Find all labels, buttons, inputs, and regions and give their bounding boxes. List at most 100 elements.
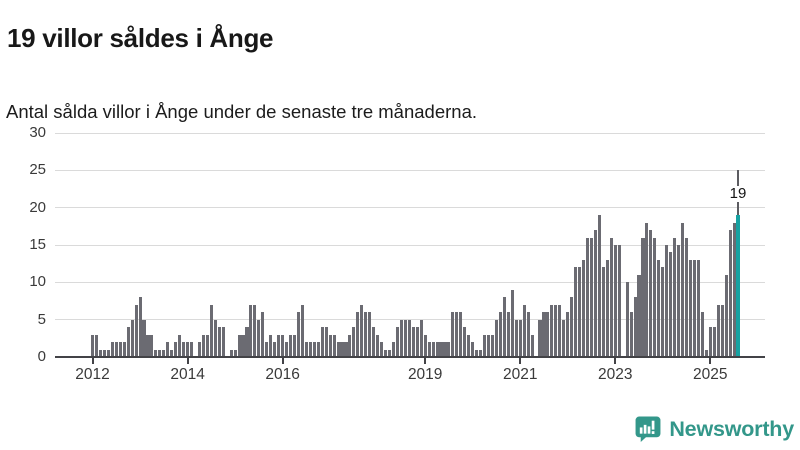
bar xyxy=(114,342,118,357)
bar xyxy=(708,327,712,357)
gridline xyxy=(55,244,765,246)
bar xyxy=(395,327,399,357)
y-axis-tick-label: 25 xyxy=(29,161,46,179)
bar xyxy=(399,319,403,357)
bar xyxy=(158,349,162,357)
bar xyxy=(277,334,281,357)
bar xyxy=(328,334,332,357)
bar xyxy=(657,259,661,357)
bar xyxy=(530,334,534,357)
bar xyxy=(360,304,364,357)
bar xyxy=(677,245,681,357)
bar xyxy=(269,334,273,357)
bar xyxy=(522,304,526,357)
bar xyxy=(431,342,435,357)
bar xyxy=(122,342,126,357)
bar xyxy=(174,342,178,357)
bar xyxy=(364,312,368,357)
bar xyxy=(605,259,609,357)
bar xyxy=(110,342,114,357)
bar xyxy=(106,349,110,357)
bar xyxy=(391,342,396,357)
bar xyxy=(546,312,550,357)
bar xyxy=(162,349,166,357)
bar xyxy=(118,342,122,357)
bar xyxy=(641,237,645,357)
bar xyxy=(289,334,293,357)
x-axis-tick xyxy=(281,358,284,364)
bar xyxy=(483,334,487,357)
bar xyxy=(217,327,221,357)
bar xyxy=(538,319,542,357)
bar xyxy=(411,327,415,357)
bar xyxy=(324,327,328,357)
highlight-value-label: 19 xyxy=(728,185,748,203)
bar xyxy=(407,319,411,357)
bar xyxy=(134,304,138,357)
x-axis-tick-label: 2023 xyxy=(598,366,633,383)
bar xyxy=(384,349,388,357)
bar xyxy=(692,259,696,357)
bar xyxy=(419,319,423,357)
bar xyxy=(609,237,613,357)
bar xyxy=(494,319,498,357)
bar xyxy=(340,342,344,357)
bar xyxy=(221,327,225,357)
bar xyxy=(98,349,102,357)
bar xyxy=(629,312,633,357)
bar xyxy=(554,304,558,357)
bar xyxy=(241,334,245,357)
bar xyxy=(490,334,495,357)
bar xyxy=(558,304,562,357)
bar xyxy=(562,319,566,357)
x-axis-tick xyxy=(424,358,427,364)
bar xyxy=(463,327,467,357)
bar xyxy=(566,312,570,357)
x-axis-tick-label: 2025 xyxy=(693,366,728,383)
bar xyxy=(467,334,471,357)
bar xyxy=(170,349,174,357)
bar xyxy=(732,222,736,357)
y-axis-tick-label: 20 xyxy=(29,198,46,216)
bar xyxy=(502,297,506,357)
bar xyxy=(186,342,190,357)
bar xyxy=(233,349,237,357)
bar xyxy=(201,334,205,357)
bar xyxy=(451,312,455,357)
newsworthy-logo-text: Newsworthy xyxy=(669,416,794,441)
bar xyxy=(574,267,578,357)
bar xyxy=(292,334,297,357)
bar xyxy=(498,312,502,357)
bar xyxy=(582,259,586,357)
bar xyxy=(138,297,142,357)
y-axis-tick-label: 30 xyxy=(29,124,46,141)
gridline xyxy=(55,281,765,283)
bar xyxy=(427,342,431,357)
bar xyxy=(617,245,621,357)
bar xyxy=(281,334,285,357)
bar xyxy=(150,334,154,357)
newsworthy-logo[interactable]: Newsworthy xyxy=(634,415,794,443)
bar xyxy=(471,342,475,357)
bar xyxy=(586,237,590,357)
bar xyxy=(681,222,685,357)
gridline xyxy=(55,207,765,209)
bar xyxy=(332,334,336,357)
x-axis-line xyxy=(55,355,765,358)
bar xyxy=(661,267,665,357)
bar xyxy=(518,319,522,357)
bar xyxy=(197,342,201,357)
bar xyxy=(435,342,439,357)
bar xyxy=(312,342,316,357)
bar xyxy=(94,334,99,357)
gridline xyxy=(55,132,765,134)
bar xyxy=(237,334,241,357)
bar xyxy=(265,342,269,357)
bar xyxy=(696,259,700,357)
bar xyxy=(712,327,716,357)
bar xyxy=(593,230,597,357)
bar xyxy=(514,319,518,357)
x-axis-tick-label: 2021 xyxy=(502,366,538,383)
bar xyxy=(213,319,217,357)
bar xyxy=(130,319,134,357)
